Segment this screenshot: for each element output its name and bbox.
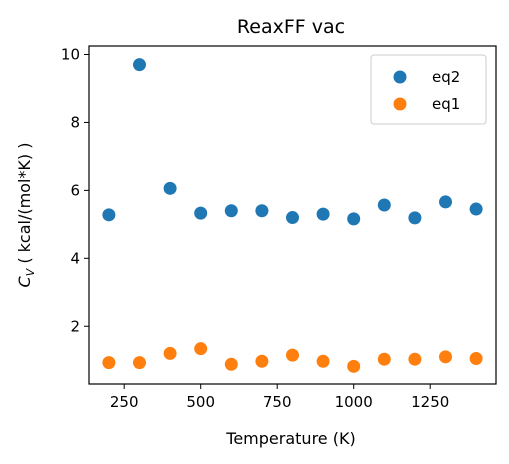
y-axis-label-sub: V [24, 267, 37, 276]
data-point-eq2-5 [255, 204, 269, 218]
x-tick-label-0: 250 [110, 393, 139, 411]
plot-frame [88, 45, 497, 385]
data-point-eq1-5 [255, 354, 269, 368]
data-point-eq2-1 [132, 58, 146, 72]
data-point-eq1-3 [194, 342, 208, 356]
data-point-eq2-9 [377, 198, 391, 212]
data-point-eq2-11 [439, 195, 453, 209]
data-point-eq2-10 [408, 211, 422, 225]
data-point-eq1-11 [439, 350, 453, 364]
legend-frame [370, 54, 487, 125]
data-point-eq1-6 [286, 348, 299, 362]
data-point-eq1-7 [316, 354, 330, 368]
data-point-eq1-0 [102, 356, 116, 370]
data-point-eq2-8 [347, 212, 361, 226]
chart-title: ReaxFF vac [237, 16, 345, 38]
x-tick-label-2: 750 [263, 393, 292, 411]
legend: eq2 eq1 [370, 54, 487, 125]
y-tick-label-0: 2 [70, 317, 80, 335]
data-point-eq2-2 [163, 181, 177, 195]
y-axis-label-rest: ( kcal/(mol*K) ) [15, 143, 34, 269]
data-point-eq2-3 [194, 206, 208, 220]
y-tick-label-2: 6 [70, 181, 80, 199]
data-point-eq1-4 [224, 357, 238, 371]
x-axis: 250 500 750 1000 1250 [110, 384, 449, 411]
y-tick-label-3: 8 [70, 113, 80, 131]
data-point-eq1-12 [469, 352, 483, 366]
plot-area [88, 45, 497, 385]
data-point-eq1-2 [163, 346, 177, 360]
data-point-eq2-6 [286, 211, 299, 225]
data-point-eq2-4 [224, 204, 238, 218]
data-point-eq1-1 [132, 356, 146, 370]
data-points [102, 58, 483, 373]
y-axis-label: CV ( kcal/(mol*K) ) [15, 143, 37, 288]
data-point-eq1-10 [408, 352, 422, 366]
x-axis-label: Temperature (K) [225, 429, 355, 448]
data-point-eq1-9 [377, 352, 391, 366]
legend-marker-eq1 [393, 97, 407, 111]
x-tick-label-1: 500 [186, 393, 215, 411]
data-point-eq2-7 [316, 207, 330, 221]
y-tick-label-1: 4 [70, 249, 80, 267]
legend-marker-eq2 [393, 70, 407, 84]
data-point-eq1-8 [347, 359, 361, 373]
x-tick-label-4: 1250 [411, 393, 449, 411]
y-tick-label-4: 10 [61, 45, 80, 63]
data-point-eq2-0 [102, 208, 116, 222]
legend-label-eq1: eq1 [432, 95, 460, 113]
legend-label-eq2: eq2 [432, 68, 460, 86]
y-axis-label-main: C [15, 275, 34, 287]
x-tick-label-3: 1000 [335, 393, 373, 411]
y-axis: 2 4 6 8 10 [61, 45, 89, 335]
data-point-eq2-12 [469, 202, 483, 216]
